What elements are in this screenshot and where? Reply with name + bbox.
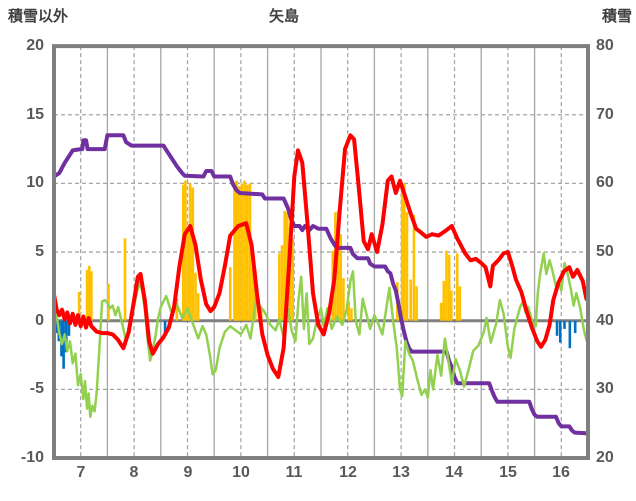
left-tick-m10: -10	[20, 449, 44, 466]
right-tick-40: 40	[596, 312, 614, 329]
x-tick-8: 8	[129, 464, 139, 481]
x-tick-10: 10	[232, 464, 250, 481]
right-tick-50: 50	[596, 243, 614, 260]
x-tick-14: 14	[445, 464, 463, 481]
chart-title: 矢島	[268, 8, 299, 25]
left-tick-20: 20	[26, 37, 44, 54]
x-tick-11: 11	[285, 464, 303, 481]
left-axis-title: 積雪以外	[8, 8, 69, 25]
x-tick-9: 9	[183, 464, 193, 481]
x-tick-7: 7	[76, 464, 86, 481]
x-tick-16: 16	[552, 464, 570, 481]
temperature-line-green-series	[52, 252, 588, 419]
left-tick-15: 15	[26, 106, 44, 123]
snow-depth-line-purple-series	[52, 133, 589, 436]
right-axis-title: 積雪	[601, 8, 632, 25]
plot-frame	[52, 44, 590, 460]
right-tick-60: 60	[596, 174, 614, 191]
left-tick-0: 0	[35, 312, 44, 329]
left-tick-10: 10	[26, 174, 44, 191]
x-tick-12: 12	[339, 464, 357, 481]
right-tick-30: 30	[596, 380, 614, 397]
right-tick-70: 70	[596, 106, 614, 123]
temperature-line-red-series	[52, 133, 589, 379]
left-tick-m5: -5	[29, 380, 44, 397]
x-tick-15: 15	[499, 464, 517, 481]
left-tick-5: 5	[35, 243, 44, 260]
x-tick-13: 13	[392, 464, 410, 481]
right-tick-80: 80	[596, 37, 614, 54]
right-tick-20: 20	[596, 449, 614, 466]
